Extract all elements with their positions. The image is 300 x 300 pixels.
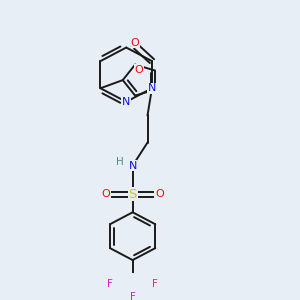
Text: N: N <box>122 97 130 107</box>
Text: O: O <box>134 64 143 74</box>
Text: N: N <box>128 160 137 171</box>
Text: S: S <box>128 188 137 201</box>
Text: O: O <box>155 189 164 199</box>
Text: F: F <box>130 292 136 300</box>
Text: H: H <box>116 157 124 167</box>
Text: F: F <box>107 280 113 290</box>
Text: O: O <box>130 38 139 48</box>
Text: O: O <box>101 189 110 199</box>
Text: F: F <box>152 280 158 290</box>
Text: N: N <box>148 83 156 93</box>
